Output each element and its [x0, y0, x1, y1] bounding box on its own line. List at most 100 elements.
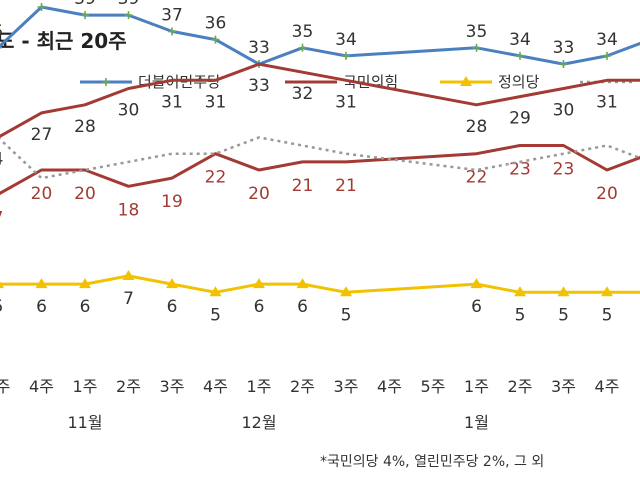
data-label: 6	[167, 297, 178, 317]
series-line-3	[0, 144, 640, 195]
x-tick-label: 1주	[73, 377, 98, 396]
x-tick-label: 5주	[421, 377, 446, 396]
x-tick-label: 4주	[29, 377, 54, 396]
data-point	[168, 27, 176, 36]
data-point	[81, 11, 89, 20]
series-line-4	[0, 274, 640, 294]
series-line-2	[0, 62, 640, 138]
data-label: 39	[74, 0, 96, 9]
data-label: 20	[248, 184, 270, 204]
data-label: 36	[205, 14, 227, 34]
x-axis: 3주 4주 1주 2주 3주 4주 1주 2주 3주 4주 5주 1주 2주 3주 4주 11월 12월 1월	[0, 377, 619, 432]
data-label: 33	[553, 38, 575, 58]
x-tick-label: 2주	[508, 377, 533, 396]
data-point	[472, 43, 481, 52]
data-point	[0, 46, 2, 49]
x-tick-label: 1주	[247, 377, 272, 396]
data-point	[298, 43, 307, 52]
x-tick-label: 3주	[551, 377, 576, 396]
data-label: 31	[161, 92, 183, 112]
data-label: 39	[118, 0, 140, 9]
data-label: 30	[118, 101, 140, 121]
month-label: 11월	[67, 413, 102, 432]
data-label: 7	[123, 289, 134, 309]
data-point	[0, 281, 4, 289]
data-label: 22	[466, 168, 488, 188]
data-point	[209, 286, 222, 297]
data-label: 34	[335, 30, 357, 50]
data-point	[601, 286, 613, 297]
data-point	[514, 286, 526, 297]
data-label: 27	[31, 125, 53, 145]
data-point	[124, 11, 133, 20]
data-point	[37, 3, 46, 11]
data-label: 31	[335, 92, 357, 112]
data-label: 6	[297, 297, 308, 317]
data-label: 5	[210, 305, 221, 325]
data-label: 21	[335, 176, 357, 196]
series-line-1	[0, 5, 640, 66]
x-tick-label: 2주	[290, 377, 315, 396]
legend: 더불어민주당 국민의힘 정의당	[80, 73, 632, 91]
data-point	[166, 278, 178, 289]
data-label: 6	[80, 297, 91, 317]
data-label: 28	[466, 117, 488, 137]
legend-item: 더불어민주당	[80, 73, 221, 91]
plot-area: 5 40 39 39 37 36 33 35 34 35 34 33 34 4 27 28 30 31 31 33 32…	[0, 0, 640, 325]
legend-item: 정의당	[440, 73, 540, 91]
x-tick-label: 3주	[334, 377, 359, 396]
footnote: *국민의당 4%, 열린민주당 2%, 그 외	[320, 454, 544, 470]
data-label: 32	[292, 84, 314, 104]
data-label: 5	[602, 305, 613, 325]
data-label: 33	[248, 76, 270, 96]
data-point	[35, 278, 48, 289]
legend-label: 정의당	[498, 73, 540, 91]
data-point	[470, 278, 483, 289]
legend-label: 더불어민주당	[138, 73, 221, 91]
data-label: 5	[341, 305, 352, 325]
data-label: 30	[553, 101, 575, 121]
data-label: 37	[161, 5, 183, 25]
data-label: 29	[509, 109, 531, 129]
data-label: 23	[553, 160, 575, 180]
x-tick-label: 4주	[203, 377, 228, 396]
x-tick-label: 1주	[464, 377, 489, 396]
data-label: 35	[292, 22, 314, 42]
data-label: 31	[205, 92, 227, 112]
data-label: 5	[558, 305, 569, 325]
data-point	[340, 286, 352, 297]
data-label: 35	[466, 22, 488, 42]
x-tick-label: 4주	[595, 377, 620, 396]
x-tick-label: 4주	[377, 377, 402, 396]
data-label: 20	[31, 184, 53, 204]
data-label: 33	[248, 38, 270, 58]
data-label: 40	[31, 0, 53, 1]
x-tick-label: 3주	[0, 377, 10, 396]
chart-title: 도 - 최근 20주	[0, 29, 127, 53]
data-label: 28	[74, 117, 96, 137]
data-point	[516, 51, 524, 60]
data-label: 5	[515, 305, 526, 325]
data-point	[342, 51, 350, 60]
month-label: 1월	[464, 413, 489, 432]
data-point	[253, 278, 265, 289]
x-tick-label: 3주	[160, 377, 185, 396]
data-label: 22	[205, 168, 227, 188]
data-point	[122, 269, 135, 280]
data-label: 6	[471, 297, 482, 317]
data-point	[211, 35, 220, 44]
data-label: 7	[0, 208, 3, 228]
data-label: 31	[596, 92, 618, 112]
data-point	[79, 278, 91, 289]
month-label: 12월	[241, 413, 276, 432]
data-point	[559, 60, 568, 69]
data-label: 34	[509, 30, 531, 50]
data-label: 23	[509, 160, 531, 180]
data-point	[603, 51, 611, 60]
data-label: 6	[36, 297, 47, 317]
data-label: 5	[0, 22, 3, 42]
data-label: 21	[292, 176, 314, 196]
data-label: 34	[596, 30, 618, 50]
